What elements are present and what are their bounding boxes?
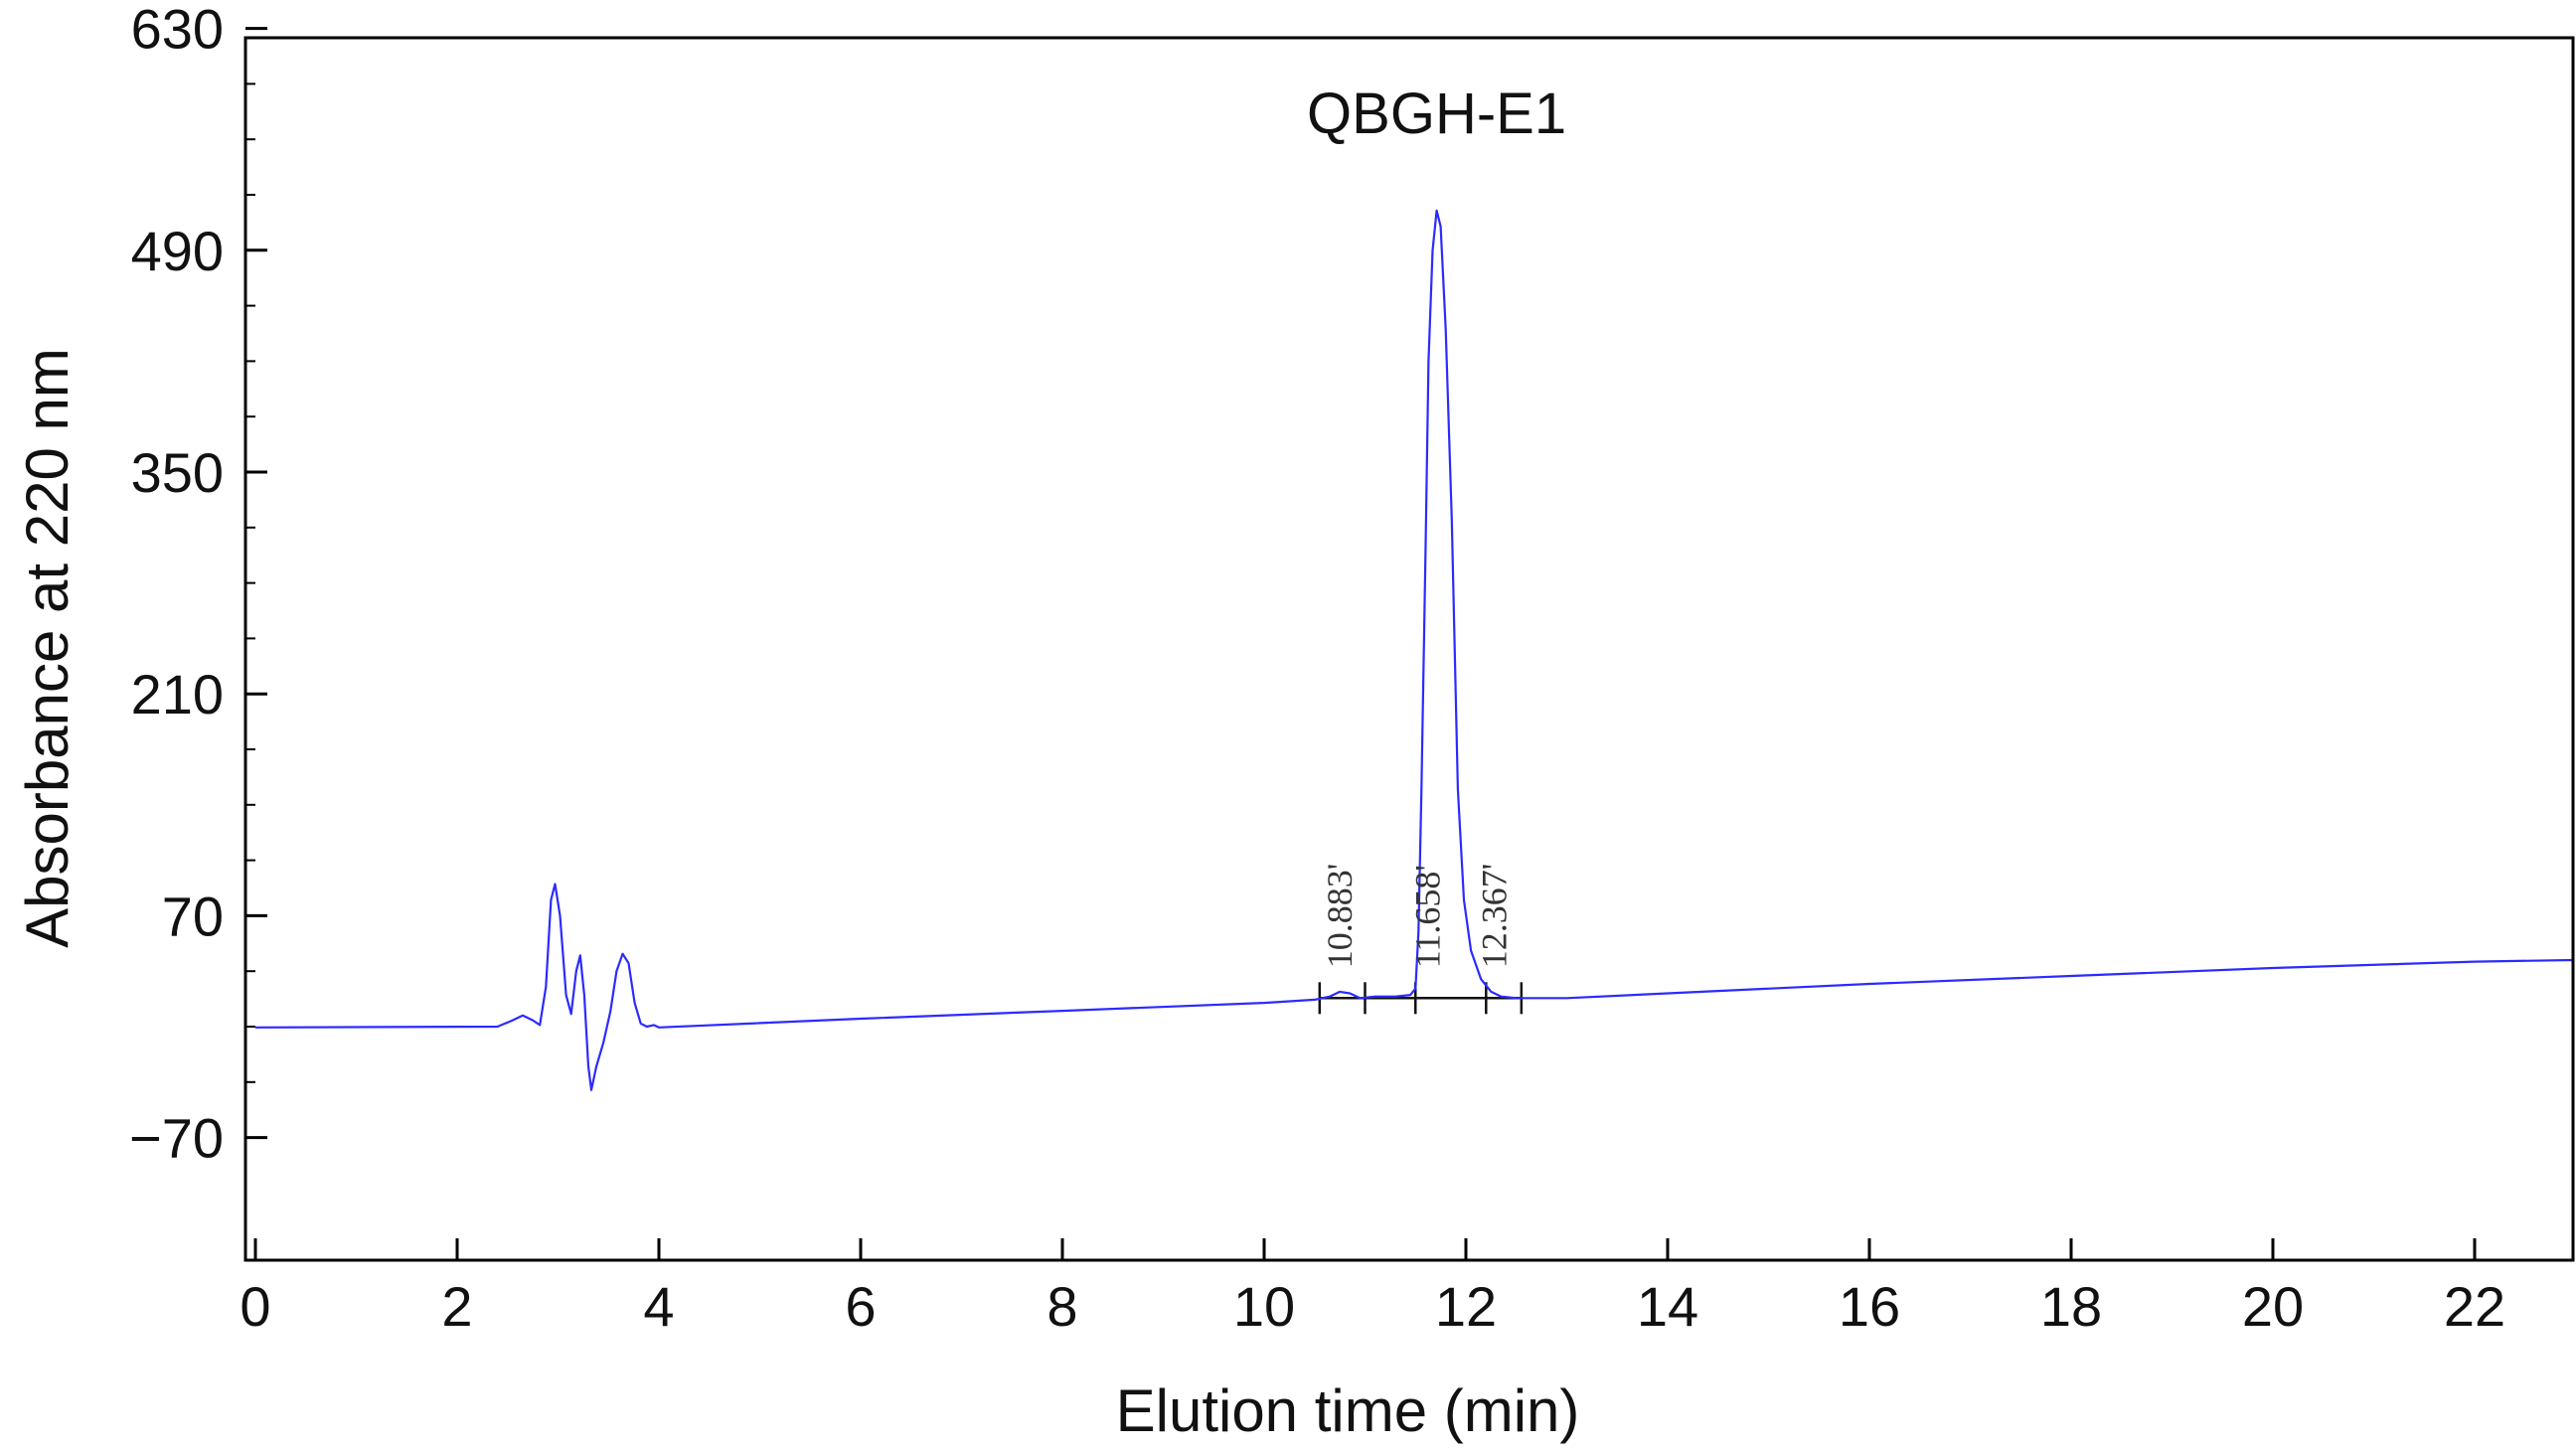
y-axis-ticks: −70 70 210 350 490 630 bbox=[129, 0, 267, 1170]
x-tick-label: 14 bbox=[1637, 1275, 1698, 1338]
y-axis-title: Absorbance at 220 nm bbox=[14, 348, 80, 948]
retention-time-label: 12.367' bbox=[1474, 864, 1514, 969]
x-tick-label: 22 bbox=[2444, 1275, 2505, 1338]
x-tick-label: 6 bbox=[845, 1275, 876, 1338]
y-tick-label: 210 bbox=[131, 663, 224, 726]
x-tick-label: 0 bbox=[240, 1275, 270, 1338]
y-tick-label: −70 bbox=[129, 1107, 224, 1170]
peak-label: QBGH-E1 bbox=[1307, 81, 1566, 146]
chromatogram-trace bbox=[254, 209, 2574, 1091]
retention-time-label: 11.658' bbox=[1407, 865, 1447, 968]
integration-markers bbox=[1318, 982, 1524, 1015]
y-tick-label: 350 bbox=[131, 441, 224, 504]
y-axis-minor-ticks bbox=[245, 82, 255, 1083]
y-tick-label: 490 bbox=[131, 220, 224, 282]
x-tick-label: 18 bbox=[2040, 1275, 2102, 1338]
x-tick-label: 12 bbox=[1435, 1275, 1497, 1338]
x-tick-label: 2 bbox=[441, 1275, 472, 1338]
x-tick-label: 16 bbox=[1839, 1275, 1900, 1338]
retention-time-label: 10.883' bbox=[1320, 864, 1360, 969]
x-tick-label: 8 bbox=[1046, 1275, 1077, 1338]
x-axis-ticks: 0 2 4 6 8 10 12 14 16 18 20 22 bbox=[240, 1238, 2505, 1338]
y-tick-label: 70 bbox=[162, 885, 224, 947]
retention-time-labels: 10.883' 11.658' 12.367' bbox=[1320, 864, 1514, 969]
x-tick-label: 20 bbox=[2242, 1275, 2304, 1338]
y-tick-label: 630 bbox=[131, 0, 224, 61]
x-tick-label: 10 bbox=[1233, 1275, 1295, 1338]
plot-frame bbox=[243, 36, 2575, 1262]
x-axis-title: Elution time (min) bbox=[1116, 1377, 1580, 1444]
x-tick-label: 4 bbox=[643, 1275, 674, 1338]
